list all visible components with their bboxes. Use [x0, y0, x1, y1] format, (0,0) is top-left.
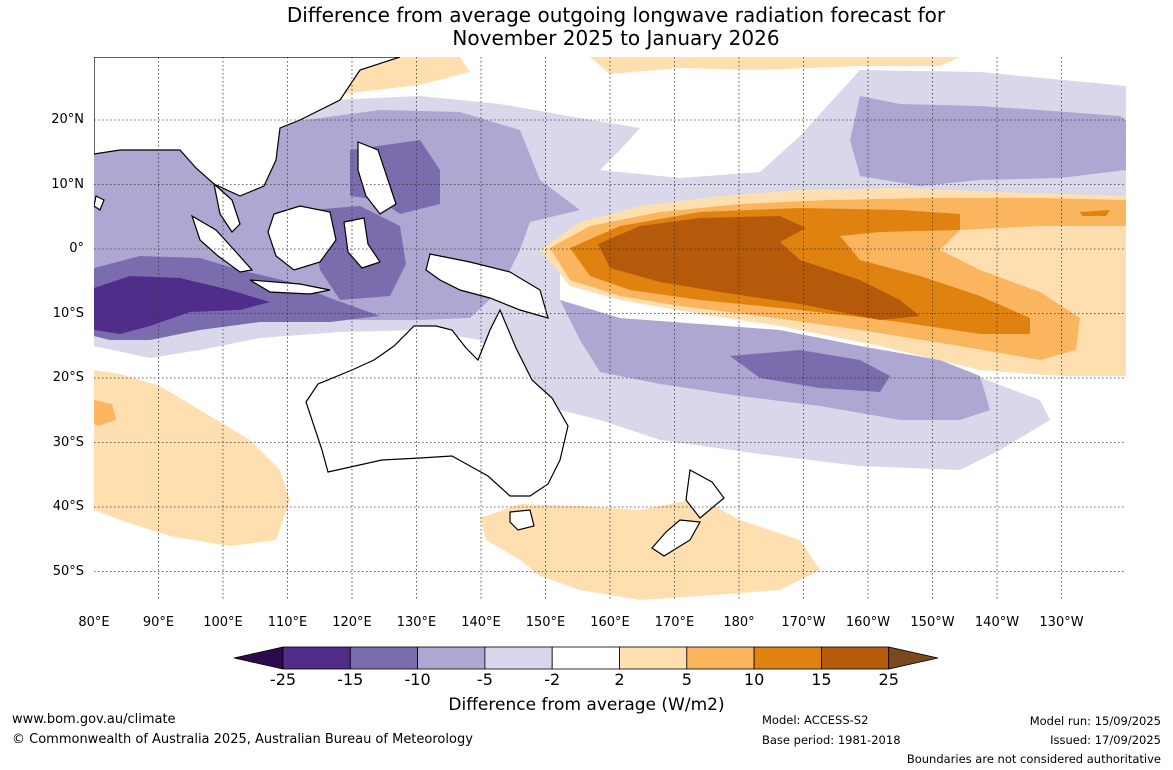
lon-label: 140°W [974, 615, 1020, 630]
positive-anomaly-south [94, 370, 820, 600]
lon-label: 170°W [781, 615, 826, 630]
sulawesi-land [343, 217, 381, 269]
lon-label: 150°W [910, 615, 955, 630]
colorbar-bin-neg5-neg2 [484, 646, 553, 670]
lon-label: 110°E [267, 615, 308, 630]
new-zealand-north-land [685, 469, 725, 519]
map-plot-area [94, 57, 1126, 601]
colorbar-tick: 2 [614, 670, 625, 689]
colorbar-bin-neg2-2 [551, 646, 620, 670]
malay-peninsula-land [213, 182, 241, 233]
colorbar-tick: -5 [476, 670, 493, 689]
asia-mainland-land [94, 57, 401, 197]
lat-label: 40°S [52, 499, 84, 514]
issued-text: Issued: 17/09/2025 [1050, 733, 1161, 747]
lon-label: 160°E [590, 615, 630, 630]
lon-label: 170°E [654, 615, 695, 630]
title-line-2: November 2025 to January 2026 [452, 26, 780, 50]
colorbar-extend-high [888, 646, 939, 670]
land-masses [94, 57, 725, 557]
lon-label: 150°E [525, 615, 566, 630]
new-guinea-land [425, 253, 549, 319]
lat-label: 20°N [51, 112, 84, 127]
borneo-land [267, 205, 337, 271]
model-run-text: Model run: 15/09/2025 [1029, 714, 1161, 728]
colorbar-tick: 10 [743, 670, 765, 689]
lon-label: 100°E [203, 615, 243, 630]
colorbar-bin-10-15 [753, 646, 822, 670]
model-text: Model: ACCESS-S2 [762, 713, 869, 727]
colorbar-bin-neg15-neg10 [349, 646, 418, 670]
positive-anomaly-pacific [540, 188, 1126, 376]
colorbar-tick: -25 [269, 670, 297, 689]
colorbar-tick: 15 [811, 670, 832, 689]
colorbar-tick: -2 [544, 670, 561, 689]
lat-label: 20°S [52, 370, 84, 385]
lat-label: 30°S [52, 435, 84, 450]
sumatra-land [190, 214, 254, 273]
colorbar-bin-neg10-neg5 [417, 646, 486, 670]
copyright-text: © Commonwealth of Australia 2025, Austra… [12, 732, 473, 747]
lat-label: 10°N [51, 177, 84, 192]
title-line-1: Difference from average outgoing longwav… [286, 3, 946, 27]
chart-title: Difference from average outgoing longwav… [0, 4, 1173, 50]
australia-land [305, 308, 569, 497]
colorbar-tick: 5 [681, 670, 692, 689]
tasmania-land [509, 509, 535, 531]
lon-label: 160°W [845, 615, 891, 630]
lon-label: 140°E [461, 615, 501, 630]
disclaimer-text: Boundaries are not considered authoritat… [906, 752, 1161, 766]
colorbar-bin-neg25-neg15 [282, 646, 351, 670]
colorbar [233, 646, 939, 670]
lon-label: 80°E [78, 615, 110, 630]
colorbar-extend-low [233, 646, 284, 670]
lon-label: 130°E [396, 615, 437, 630]
sri-lanka-land [94, 195, 105, 211]
colorbar-tick: -10 [404, 670, 431, 689]
colorbar-tick: -15 [337, 670, 364, 689]
colorbar-bin-15-25 [821, 646, 890, 670]
lon-label: 120°E [332, 615, 372, 630]
lat-label: 50°S [52, 564, 84, 579]
philippines-land [357, 141, 397, 215]
lon-label: 130°W [1039, 615, 1084, 630]
base-period-text: Base period: 1981-2018 [762, 733, 901, 747]
graticule [94, 57, 1126, 601]
colorbar-bin-2-5 [619, 646, 688, 670]
website-link[interactable]: www.bom.gov.au/climate [12, 712, 176, 727]
lon-label: 180° [723, 615, 755, 630]
lat-label: 10°S [52, 306, 84, 321]
java-land [249, 279, 331, 295]
colorbar-label: Difference from average (W/m2) [448, 695, 725, 715]
colorbar-tick: 25 [878, 670, 899, 689]
new-zealand-south-land [651, 519, 701, 557]
colorbar-bin-5-10 [686, 646, 755, 670]
lat-label: 0° [69, 241, 84, 256]
lon-label: 90°E [142, 615, 175, 630]
